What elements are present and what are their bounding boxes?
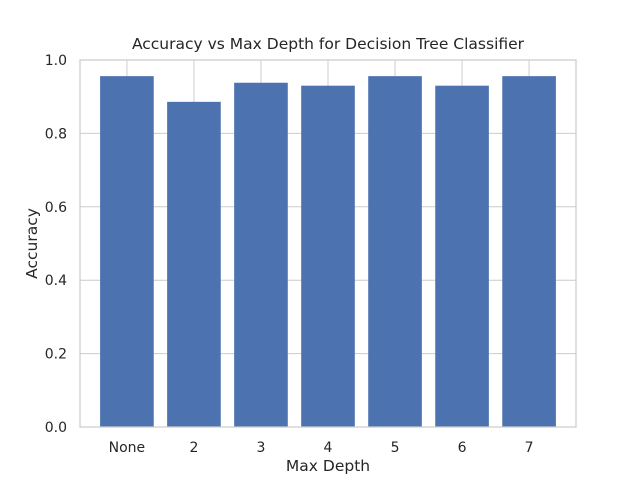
- bar-2: [167, 101, 221, 427]
- y-tick-label: 0.4: [45, 273, 67, 289]
- y-tick-label: 0.2: [45, 347, 67, 363]
- x-tick-label: None: [109, 440, 146, 456]
- y-tick-label: 0.6: [45, 200, 67, 216]
- bar-6: [435, 85, 489, 427]
- y-tick-label: 1.0: [45, 53, 67, 69]
- bar-7: [502, 76, 556, 427]
- x-tick-label: 2: [189, 440, 198, 456]
- y-tick-labels: 0.0 0.2 0.4 0.6 0.8 1.0: [45, 53, 67, 436]
- bars: [100, 76, 556, 427]
- y-axis-title: Accuracy: [23, 208, 41, 279]
- y-tick-label: 0.0: [45, 420, 67, 436]
- x-axis-title: Max Depth: [286, 457, 370, 475]
- bar-none: [100, 76, 154, 427]
- x-tick-labels: None 2 3 4 5 6 7: [109, 440, 534, 456]
- x-tick-label: 4: [324, 440, 333, 456]
- x-tick-label: 3: [257, 440, 266, 456]
- bar-5: [368, 76, 422, 427]
- plot-frame: [79, 59, 577, 428]
- chart-title: Accuracy vs Max Depth for Decision Tree …: [132, 35, 525, 53]
- bar-4: [301, 85, 355, 427]
- x-tick-label: 5: [391, 440, 400, 456]
- y-tick-label: 0.8: [45, 126, 67, 142]
- x-tick-label: 6: [458, 440, 467, 456]
- bar-3: [234, 82, 288, 427]
- x-tick-label: 7: [525, 440, 534, 456]
